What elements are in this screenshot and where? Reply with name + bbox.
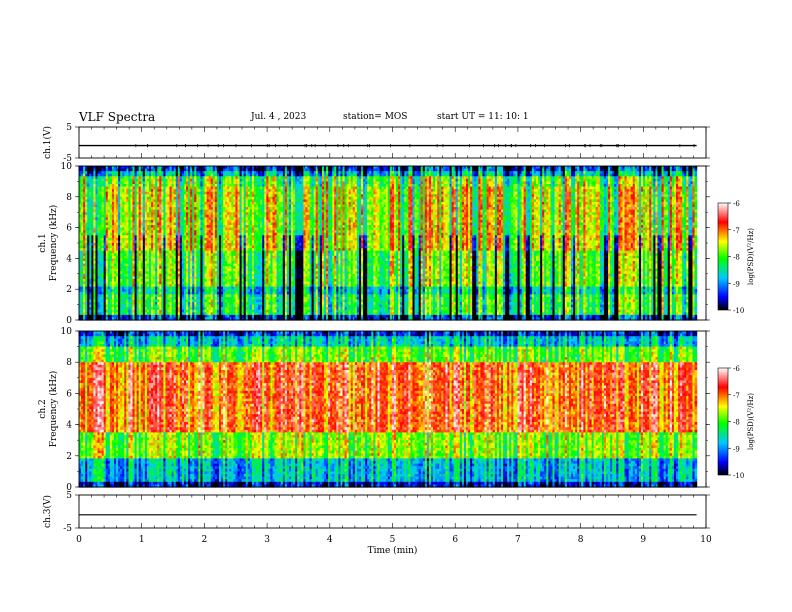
- x-tick-label: 2: [202, 535, 208, 545]
- y-tick-label: 5: [66, 123, 72, 133]
- y-tick-label: 0: [66, 316, 72, 326]
- y-axis-label: ch.3(V): [42, 495, 53, 528]
- y-axis-label: Frequency (kHz): [48, 205, 59, 282]
- y-tick-label: 2: [66, 452, 72, 462]
- y-tick-label: -5: [63, 524, 72, 534]
- x-tick-label: 7: [515, 535, 521, 545]
- x-tick-label: 1: [139, 535, 145, 545]
- colorbar-tick-label: -10: [733, 472, 744, 480]
- chart-title: VLF Spectra: [79, 110, 155, 124]
- y-tick-label: 8: [66, 358, 72, 368]
- y-tick-label: 2: [66, 285, 72, 295]
- colorbar-tick-label: -6: [733, 365, 740, 373]
- colorbar-tick-label: -9: [733, 280, 740, 288]
- y-tick-label: 6: [66, 389, 72, 399]
- y-axis-label: ch.1: [38, 233, 48, 252]
- colorbar-tick-label: -6: [733, 200, 740, 208]
- y-tick-label: 4: [66, 421, 72, 431]
- x-tick-label: 4: [327, 535, 333, 545]
- start-ut-label: start UT = 11: 10: 1: [437, 112, 529, 122]
- x-tick-label: 0: [76, 535, 82, 545]
- y-axis-label: Frequency (kHz): [48, 371, 59, 448]
- y-tick-label: 10: [61, 162, 73, 172]
- y-axis-label: ch.2: [38, 399, 48, 418]
- colorbar-label: log(PSD)(V²/Hz): [747, 393, 755, 450]
- colorbar-ch1: [717, 202, 729, 311]
- y-tick-label: 8: [66, 193, 72, 203]
- spectrogram-ch1: [79, 166, 698, 321]
- spectrogram-ch2: [79, 331, 698, 488]
- colorbar-tick-label: -9: [733, 445, 740, 453]
- colorbar-label: log(PSD)(V²/Hz): [747, 228, 755, 285]
- x-tick-label: 9: [640, 535, 646, 545]
- x-tick-label: 5: [390, 535, 396, 545]
- x-tick-label: 6: [452, 535, 458, 545]
- y-tick-label: -5: [63, 154, 72, 164]
- y-tick-label: 4: [66, 254, 72, 264]
- colorbar-tick-label: -8: [733, 419, 740, 427]
- waveform-spikes-ch1: [135, 144, 695, 148]
- y-tick-label: 5: [66, 491, 72, 501]
- x-tick-label: 8: [578, 535, 584, 545]
- colorbar-ch2: [717, 367, 729, 476]
- colorbar-tick-label: -8: [733, 254, 740, 262]
- y-tick-label: 6: [66, 224, 72, 234]
- date-label: Jul. 4 , 2023: [251, 112, 306, 122]
- y-axis-label: ch.1(V): [42, 126, 53, 159]
- x-tick-label: 3: [264, 535, 270, 545]
- x-tick-label: 10: [700, 535, 712, 545]
- colorbar-tick-label: -7: [733, 392, 740, 400]
- station-label: station= MOS: [343, 112, 407, 122]
- y-tick-label: 10: [61, 327, 73, 337]
- x-axis-label: Time (min): [368, 545, 418, 556]
- colorbar-tick-label: -7: [733, 227, 740, 235]
- y-tick-label: 0: [66, 483, 72, 493]
- colorbar-tick-label: -10: [733, 307, 744, 315]
